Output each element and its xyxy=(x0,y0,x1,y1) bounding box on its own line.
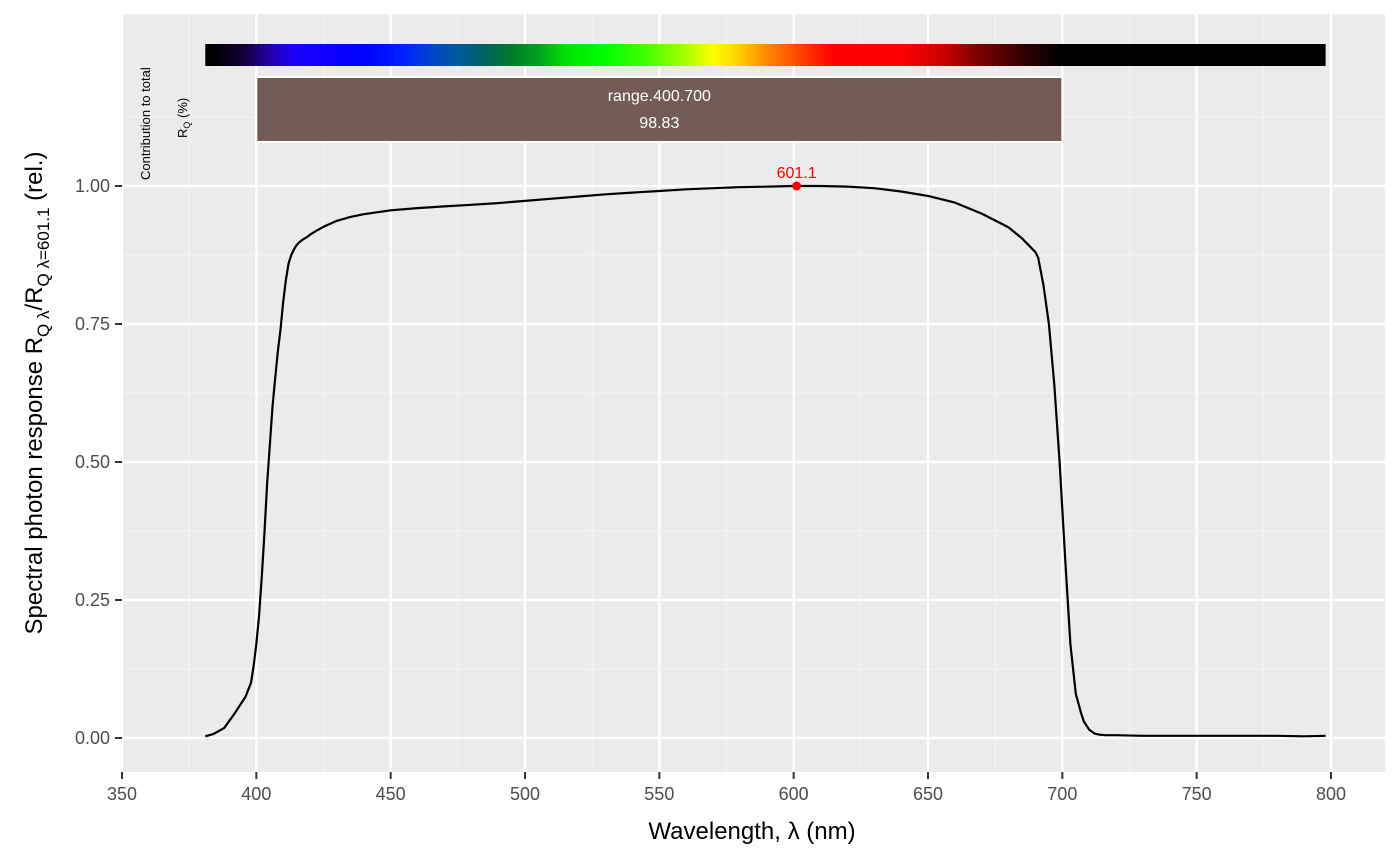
x-tick-label: 750 xyxy=(1182,784,1212,804)
x-tick-label: 400 xyxy=(241,784,271,804)
y-tick-label: 0.50 xyxy=(75,452,110,472)
major-gridlines xyxy=(120,14,1385,772)
x-tick-label: 700 xyxy=(1047,784,1077,804)
waveband-box-400-700 xyxy=(255,76,1064,143)
x-tick-label: 600 xyxy=(779,784,809,804)
x-tick-label: 350 xyxy=(107,784,137,804)
y-tick-label: 0.75 xyxy=(75,314,110,334)
waveband-value-label: 98.83 xyxy=(639,115,679,132)
waveband-name-label: range.400.700 xyxy=(608,88,711,105)
x-tick-label: 450 xyxy=(376,784,406,804)
x-tick-label: 550 xyxy=(644,784,674,804)
x-tick-label: 800 xyxy=(1316,784,1346,804)
y-tick-label: 0.00 xyxy=(75,728,110,748)
x-tick-label: 500 xyxy=(510,784,540,804)
response-curve-line xyxy=(205,184,1326,738)
y-axis-title: Spectral photon response RQ λ/RQ λ=601.1… xyxy=(21,152,53,635)
contribution-label-line2: RQ (%) xyxy=(175,98,192,138)
peak-label: 601.1 xyxy=(777,165,817,182)
x-axis-title: Wavelength, λ (nm) xyxy=(648,818,855,845)
y-tick-label: 1.00 xyxy=(75,176,110,196)
peak-point xyxy=(792,181,802,191)
y-axis: 0.00 0.25 0.50 0.75 1.00 xyxy=(75,176,122,748)
x-tick-label: 650 xyxy=(913,784,943,804)
wavelength-color-strip xyxy=(205,44,1326,66)
y-tick-label: 0.25 xyxy=(75,590,110,610)
contribution-label-line1: Contribution to total xyxy=(138,67,153,180)
x-axis: 350 400 450 500 550 600 650 700 750 800 xyxy=(107,772,1346,804)
